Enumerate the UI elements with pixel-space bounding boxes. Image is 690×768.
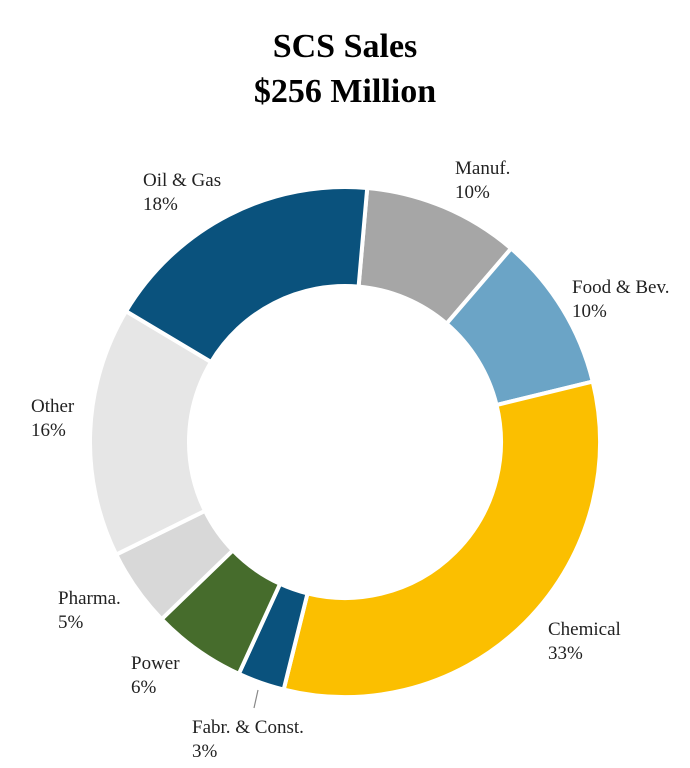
label-pharma: Pharma. 5% <box>58 588 121 633</box>
fabr-const-leader-line <box>253 689 259 709</box>
label-other-name: Other <box>31 396 75 417</box>
label-fabr-const: Fabr. & Const. 3% <box>192 717 304 762</box>
label-pharma-name: Pharma. <box>58 588 121 609</box>
label-pharma-value: 5% <box>58 612 84 633</box>
slice-other <box>88 308 214 558</box>
label-manuf-name: Manuf. <box>455 158 510 179</box>
label-power-value: 6% <box>131 677 157 698</box>
label-manuf-value: 10% <box>455 182 490 203</box>
label-fabr-const-name: Fabr. & Const. <box>192 717 304 738</box>
label-fabr-const-value: 3% <box>192 741 218 762</box>
label-chemical: Chemical 33% <box>548 619 621 664</box>
chart-title: SCS Sales <box>272 28 418 65</box>
chart-subtitle: $256 Million <box>253 73 437 110</box>
label-other-value: 16% <box>31 420 66 441</box>
label-oil-gas-name: Oil & Gas <box>143 170 221 191</box>
label-power-name: Power <box>131 653 180 674</box>
label-power: Power 6% <box>131 653 180 698</box>
label-oil-gas-value: 18% <box>143 194 178 215</box>
label-oil-gas: Oil & Gas 18% <box>143 170 221 215</box>
label-food-bev-name: Food & Bev. <box>572 277 669 298</box>
slice-oil-gas <box>123 185 370 365</box>
slice-chemical <box>281 379 602 699</box>
label-food-bev-value: 10% <box>572 301 607 322</box>
label-chemical-value: 33% <box>548 643 583 664</box>
slice-labels: Manuf. 10% Food & Bev. 10% Chemical 33% Fabr. … <box>31 158 669 762</box>
donut-slices <box>88 185 602 699</box>
label-chemical-name: Chemical <box>548 619 621 640</box>
label-other: Other 16% <box>31 396 75 441</box>
label-food-bev: Food & Bev. 10% <box>572 277 669 322</box>
label-manuf: Manuf. 10% <box>455 158 510 203</box>
